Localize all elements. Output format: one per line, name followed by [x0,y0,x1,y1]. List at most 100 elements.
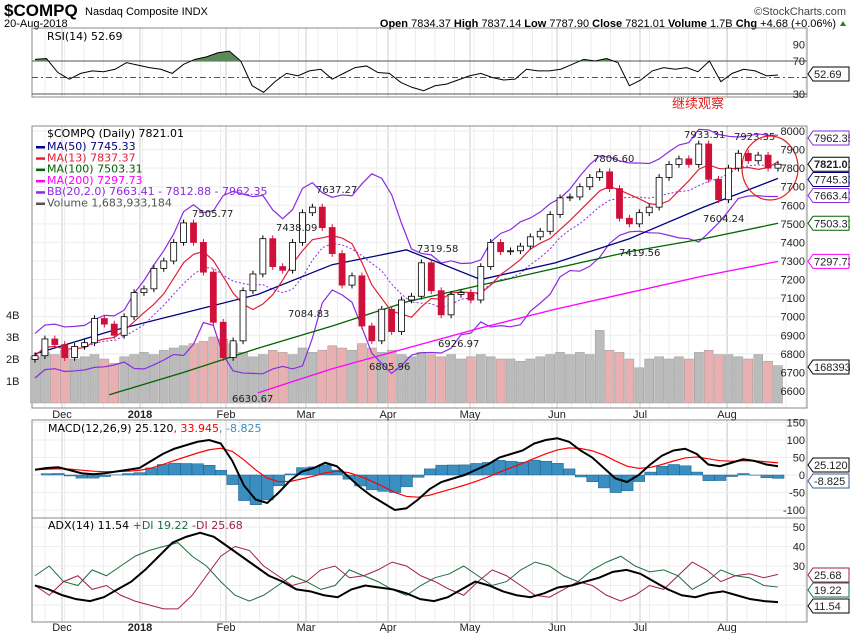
month-label: Mar [297,622,316,633]
candle-body [645,206,653,214]
volume-bar [327,345,337,404]
plus-di-line [34,542,779,602]
volume-bar [773,365,783,404]
volume-bar [515,360,526,404]
volume-bar [485,356,496,404]
candle-body [170,242,178,262]
price-tick-label: 7300 [781,256,805,268]
macd-histogram-bar [540,460,553,476]
volume-bar [30,356,40,404]
month-label: Dec [52,622,72,633]
volume-bar [594,330,605,404]
legend-swatch [36,202,45,205]
price-label: 7419.56 [619,248,660,259]
candle-body [675,158,683,165]
chart-marks [30,50,807,610]
candle-body [695,143,703,165]
candle-body [606,171,613,189]
macd-histogram-bar [551,463,564,476]
rsi-tick-label: 90 [793,40,805,52]
candle-body [526,236,534,247]
volume-bar [476,354,486,404]
price-legend-title: $COMPQ (Daily) 7821.01 [47,127,184,140]
volume-bar [684,358,694,404]
candle-body [378,308,386,342]
volume-bar [555,352,565,404]
price-tick-label: 7000 [781,312,805,324]
month-label: Aug [717,622,737,633]
volume-bar [406,356,417,404]
candle-body [259,238,267,275]
volume-bar [357,343,367,404]
minus-di-tag-box [807,567,850,583]
legend-item: MA(50) 7745.33 [47,140,136,153]
volume-bar [654,356,664,404]
macd-histogram-bar [365,474,378,491]
macd-histogram-bar [98,474,111,477]
minus-di-tag: 25.68 [814,570,842,582]
macd-histogram-bar [122,473,135,476]
volume-bar [178,345,189,404]
bb-lower-tag-box [807,188,850,203]
candle-body [685,158,693,165]
candle-body [517,245,524,252]
rsi-value-tag: 52.69 [814,69,842,81]
macd-histogram-bar [737,473,750,476]
macd-histogram-bar [574,474,587,478]
candle-body [51,338,59,345]
rsi-tick-label: 30 [793,89,805,101]
volume-bar [129,354,139,404]
volume-bar [624,358,635,404]
candle-body [725,167,732,201]
volume-bar [277,352,288,404]
price-tick-label: 7100 [781,293,805,305]
macd-histogram-bar [168,462,181,476]
adx-tick-label: 30 [793,561,805,573]
macd-hist-tag: -8.825 [814,476,845,488]
candle-body [487,242,495,267]
volume-bar [337,347,347,404]
macd-histogram-bar [226,474,239,485]
candle-body [239,290,247,342]
ma50-line [34,177,779,355]
candle-body [665,164,673,178]
candle-body [744,152,752,162]
candle-body [81,342,88,347]
volume-tick-label: 3B [6,332,19,344]
macd-tick-label: 100 [787,435,805,447]
macd-histogram-bar [772,474,785,479]
price-label: 6630.67 [232,394,273,405]
plus-di-tag-box [807,582,850,598]
volume-bar [495,358,506,404]
adx-value-tag: 11.54 [814,601,841,613]
volume-bar [238,352,248,404]
rsi-overbought-fill [35,51,778,61]
legend-item: Volume 1,683,933,184 [47,197,172,210]
candle-body [774,163,782,169]
volume-bar [644,358,654,404]
volume-bar [733,356,744,404]
month-label: May [460,409,481,421]
month-label: Aug [717,409,737,421]
macd-histogram-bar [284,473,297,476]
brand-logo[interactable]: ©StockCharts.com [754,6,846,18]
month-label: May [460,622,481,633]
highlight-circle [741,135,799,201]
month-label: Dec [52,409,72,421]
price-label: 7438.09 [276,223,317,234]
volume-tick-label: 1B [6,376,19,388]
macd-histogram-bar [690,471,703,476]
candle-body [437,290,445,316]
month-label: 2018 [128,622,152,633]
volume-bar [347,349,357,404]
month-label: Jul [633,409,647,421]
macd-histogram-bar [598,474,611,489]
candle-body [536,230,544,238]
volume-bar [149,354,159,404]
macd-histogram-bar [52,473,65,476]
macd-histogram-bar [400,474,413,488]
price-tick-label: 7200 [781,275,805,287]
macd-histogram-bar [261,474,274,501]
axes: 90 70 30 8000 7900 7800 7700 7600 7500 7400 7300 72… [6,40,850,633]
